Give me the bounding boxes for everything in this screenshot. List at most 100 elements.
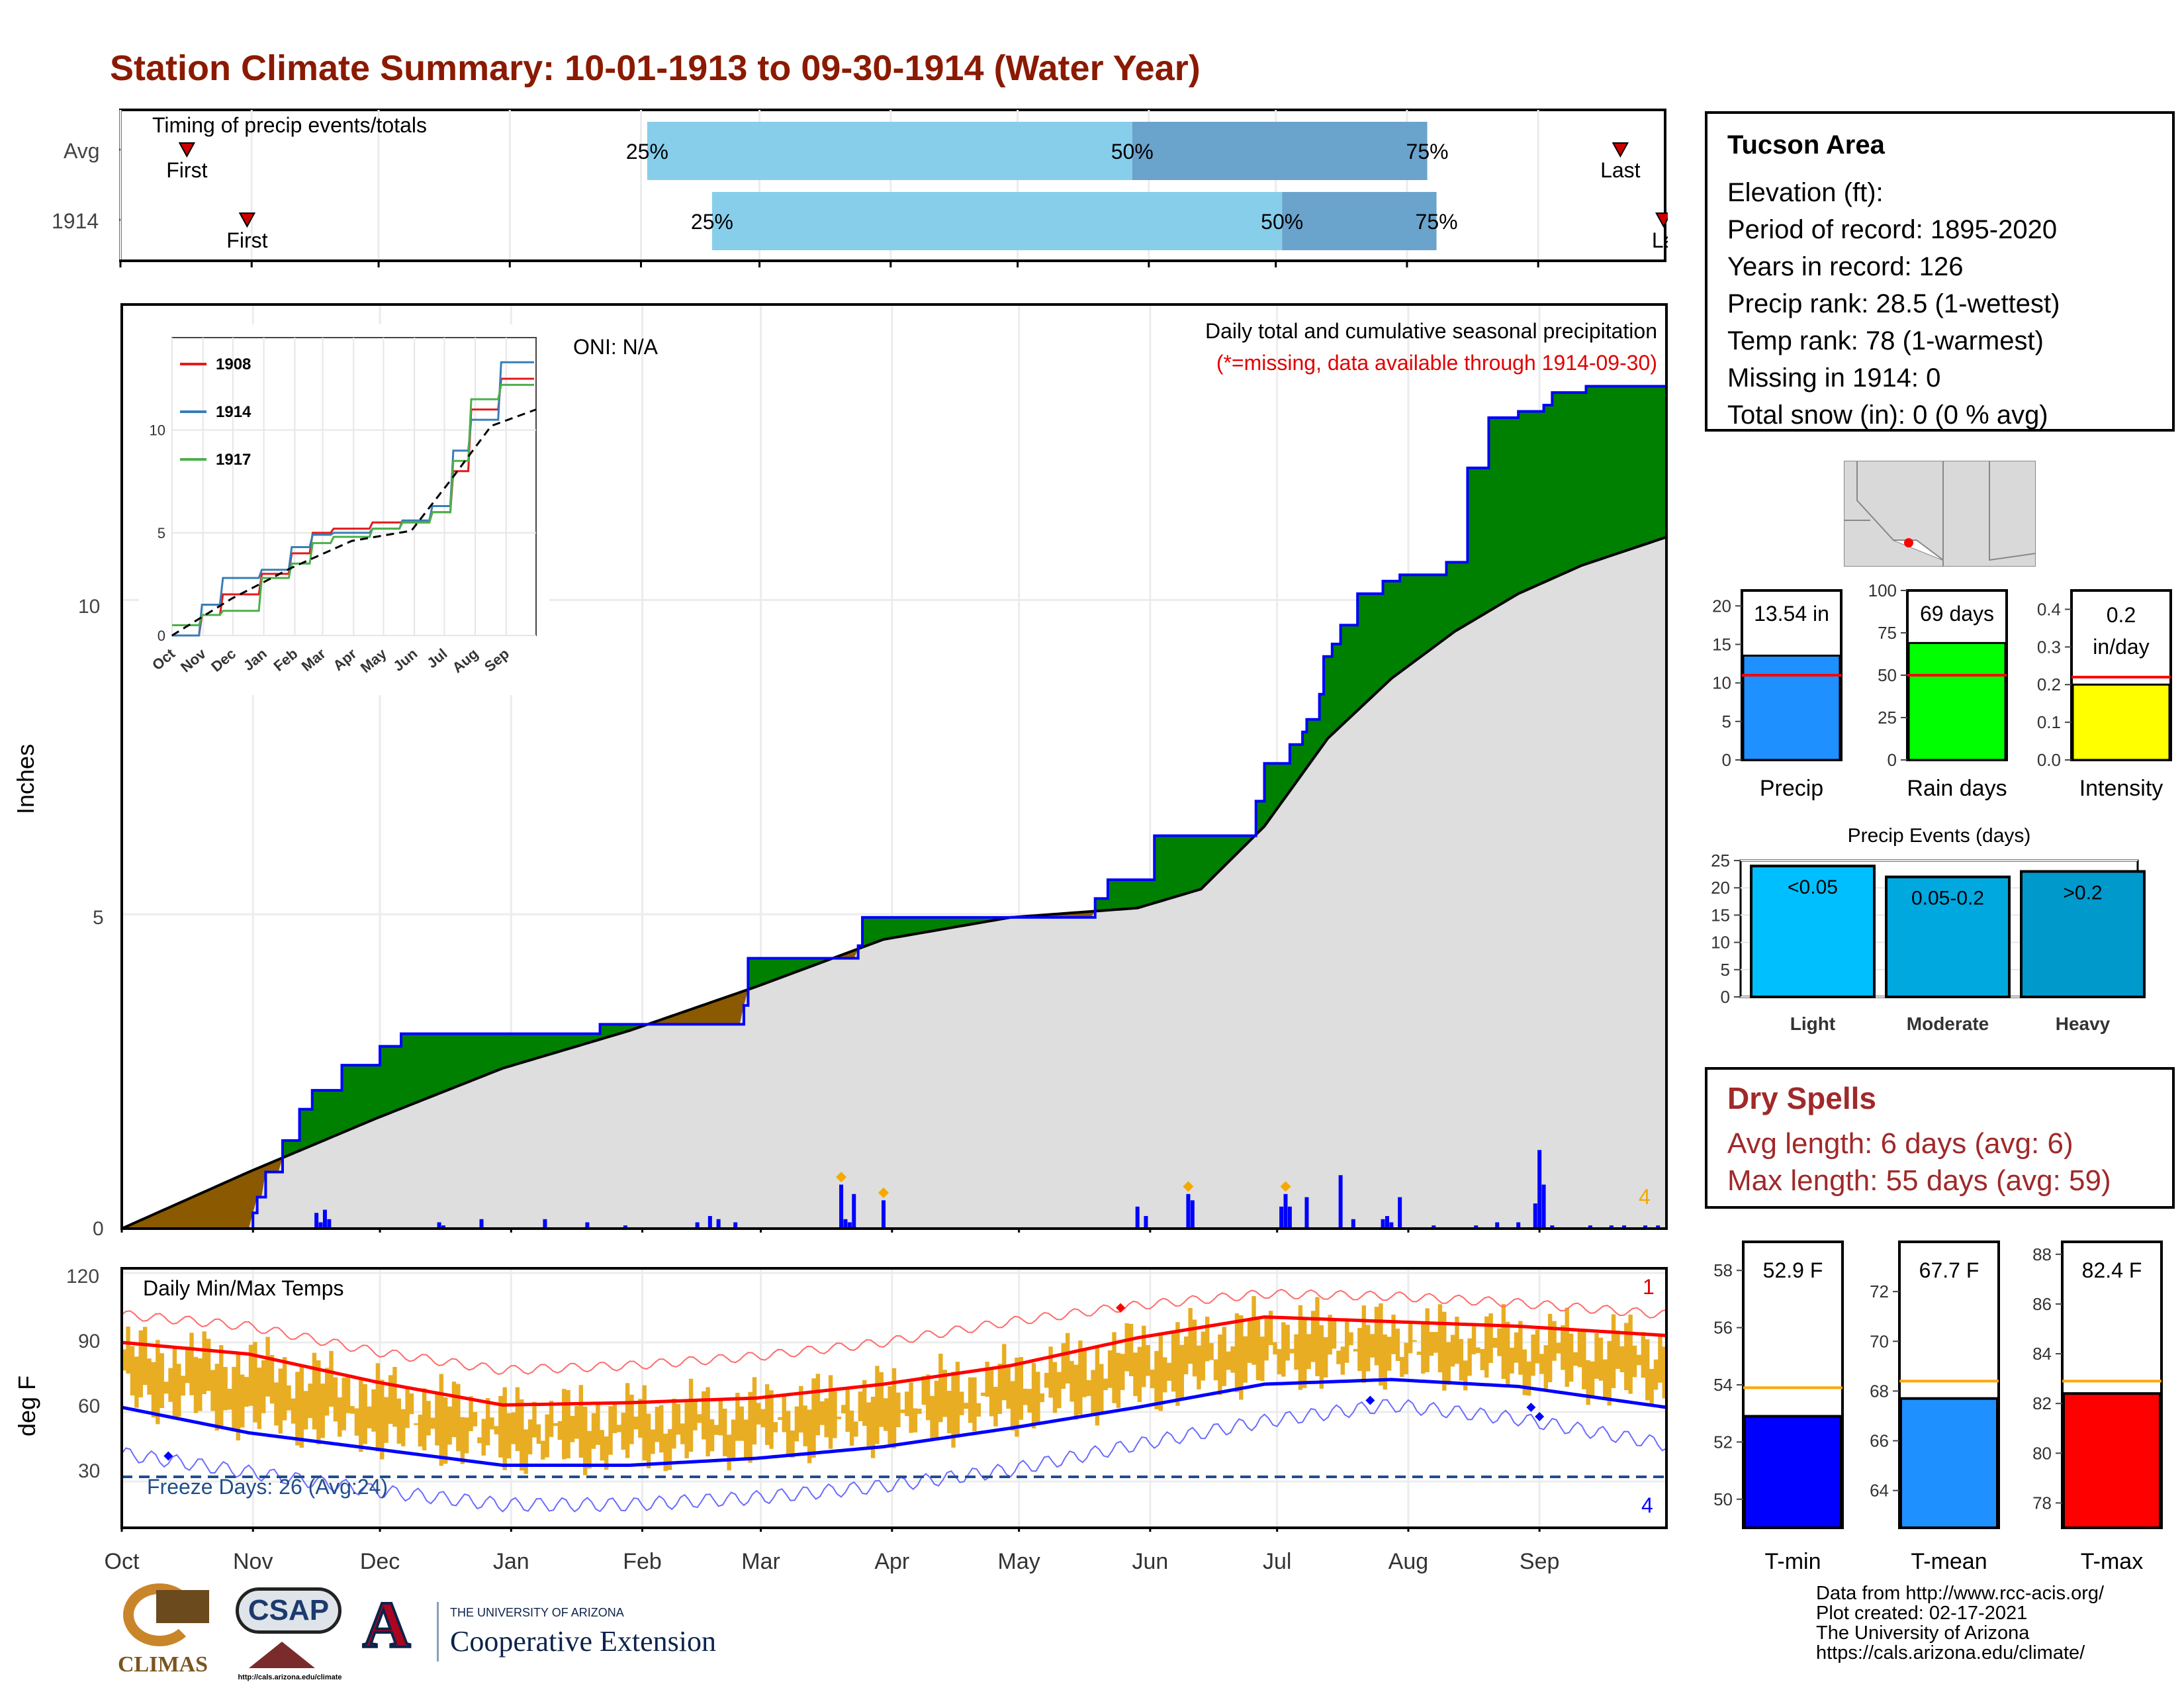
temp-summary-bars: 50 52 54 56 58 52.9 F T-min 64 66 68 70 72 67.7 F T-m… <box>1713 1241 2163 1574</box>
tsum-label-1: 67.7 F <box>1919 1258 1979 1282</box>
timing-first-marker-Avg <box>178 142 196 158</box>
temp-count-top: 1 <box>1643 1275 1655 1299</box>
precip-daily-bar-31 <box>1389 1222 1394 1229</box>
events-bar-moderate <box>1885 875 2011 998</box>
psum-ytick-1-1: 25 <box>1878 708 1897 727</box>
precip-daily-bar-9 <box>623 1225 627 1229</box>
events-bar-label-1: 0.05-0.2 <box>1911 888 1984 910</box>
temp-caption: Daily Min/Max Temps <box>143 1276 344 1300</box>
csap-logo: CSAP http://cals.arizona.edu/climate <box>229 1581 351 1685</box>
precip-caption: Daily total and cumulative seasonal prec… <box>1205 319 1657 343</box>
psum-ytick-1-4: 100 <box>1868 583 1897 600</box>
timing-panel: Timing of precip events/totals 25% 50% 75% F… <box>119 109 1668 267</box>
tsum-ytick-1-1: 66 <box>1870 1431 1889 1451</box>
timing-p25-Avg: 25% <box>626 140 668 164</box>
station-name: Tucson Area <box>1727 130 1885 160</box>
precip-daily-bar-11 <box>707 1216 712 1229</box>
precip-daily-bar-35 <box>1495 1222 1500 1229</box>
tsum-category-t-mean: T-mean <box>1911 1549 1987 1574</box>
temp-record-min-line <box>121 1399 1667 1513</box>
precip-missing-note: (*=missing, data available through 1914-… <box>1216 351 1657 375</box>
month-label-nov: Nov <box>232 1549 273 1574</box>
psum-category-1: Rain days <box>1907 776 2007 801</box>
psum-bar-precip <box>1742 654 1841 761</box>
precip-event-marker-3 <box>1280 1181 1291 1192</box>
tsum-ytick-2-2: 82 <box>2032 1393 2052 1413</box>
timing-last-marker-Avg <box>1612 142 1629 158</box>
inset-legend-1917: 1917 <box>216 451 251 469</box>
precip-event-marker-2 <box>1183 1181 1194 1192</box>
timing-bar-q2-Avg <box>1132 122 1428 180</box>
month-label-jul: Jul <box>1262 1549 1292 1574</box>
dry-spells-title: Dry Spells <box>1727 1081 1876 1115</box>
events-category-heavy: Heavy <box>2056 1013 2111 1034</box>
precip-daily-bar-22 <box>1190 1200 1195 1229</box>
ua-big-text: Cooperative Extension <box>450 1625 717 1658</box>
temp-ylabel: deg F <box>13 1375 40 1436</box>
events-ytick-15: 15 <box>1711 905 1730 925</box>
temp-ytick-120: 120 <box>66 1266 100 1288</box>
inset-legend-1914: 1914 <box>216 403 251 421</box>
psum-label-unit-2: in/day <box>2093 635 2149 659</box>
month-label-feb: Feb <box>623 1549 662 1574</box>
psum-ytick-0-1: 5 <box>1722 712 1731 731</box>
precip-daily-bar-40 <box>1550 1225 1555 1229</box>
timing-p50-1914: 50% <box>1261 210 1303 234</box>
timing-last-marker-1914 <box>1655 212 1668 228</box>
precip-events-chart: 0 5 10 15 20 25 <0.05 Light 0.05-0.2 Moderate >0.2… <box>1711 854 2146 1034</box>
precip-daily-bar-30 <box>1385 1216 1389 1229</box>
precip-ytick-5: 5 <box>93 907 104 929</box>
timing-p75-Avg: 75% <box>1406 140 1449 164</box>
month-axis: Oct Nov Dec Jan Feb Mar Apr May Jun Jul Aug Sep <box>0 1549 1721 1582</box>
climas-logo: CLIMAS <box>110 1583 216 1683</box>
tsum-ytick-1-4: 72 <box>1870 1282 1889 1301</box>
ua-small-text: THE UNIVERSITY OF ARIZONA <box>450 1606 624 1619</box>
precip-corner-count: 4 <box>1639 1185 1651 1209</box>
psum-ytick-2-4: 0.4 <box>2037 599 2061 619</box>
precip-daily-bar-17 <box>852 1194 856 1229</box>
info-missing: Missing in 1914: 0 <box>1727 363 1941 393</box>
precip-daily-bar-38 <box>1537 1150 1542 1229</box>
month-label-jan: Jan <box>492 1549 529 1574</box>
inset-series-1917 <box>172 383 534 626</box>
credits: Data from http://www.rcc-acis.org/ Plot … <box>1816 1583 2104 1663</box>
tsum-bar-t-mean <box>1899 1397 1999 1529</box>
timing-p75-1914: 75% <box>1416 210 1458 234</box>
tsum-bar-t-min <box>1743 1415 1843 1529</box>
tsum-ytick-2-5: 88 <box>2032 1244 2052 1264</box>
precip-daily-bar-0 <box>314 1213 319 1229</box>
events-category-moderate: Moderate <box>1907 1013 1989 1034</box>
temp-record-marker-0 <box>1116 1303 1126 1313</box>
locator-map <box>1844 461 2036 567</box>
precip-daily-bar-42 <box>1609 1225 1614 1229</box>
month-label-sep: Sep <box>1519 1549 1560 1574</box>
psum-ytick-2-2: 0.2 <box>2037 675 2061 694</box>
precip-event-marker-0 <box>836 1172 847 1183</box>
station-info-box: Tucson Area Elevation (ft): Period of re… <box>1705 111 2175 432</box>
inset-series-1908 <box>172 377 534 637</box>
psum-category-2: Intensity <box>2079 776 2163 801</box>
precip-daily-bar-32 <box>1398 1197 1402 1229</box>
temp-ytick-90: 90 <box>78 1331 101 1352</box>
precip-daily-bar-6 <box>479 1219 484 1229</box>
precip-daily-bar-19 <box>1135 1206 1140 1229</box>
inset-ytick-5: 5 <box>158 525 165 541</box>
timing-bar-q1-Avg <box>647 122 1132 180</box>
tsum-ytick-0-0: 50 <box>1713 1489 1733 1509</box>
events-ytick-0: 0 <box>1721 987 1730 1007</box>
psum-category-0: Precip <box>1760 776 1823 801</box>
precip-daily-bar-28 <box>1351 1219 1355 1229</box>
psum-label-1: 69 days <box>1920 602 1994 626</box>
events-ytick-10: 10 <box>1711 933 1730 953</box>
credit-university: The University of Arizona <box>1816 1622 2030 1644</box>
timing-last-label-Avg: Last <box>1600 158 1641 182</box>
station-marker <box>1904 538 1913 547</box>
tsum-ytick-2-4: 86 <box>2032 1294 2052 1314</box>
events-ytick-25: 25 <box>1711 854 1730 870</box>
psum-ytick-0-0: 0 <box>1722 750 1731 770</box>
precip-daily-bar-14 <box>839 1184 844 1229</box>
psum-label-2: 0.2 <box>2107 603 2136 627</box>
timing-bar-q2-1914 <box>1282 192 1437 250</box>
csap-logo-text: CSAP <box>248 1594 330 1626</box>
precip-daily-bar-26 <box>1304 1197 1309 1229</box>
